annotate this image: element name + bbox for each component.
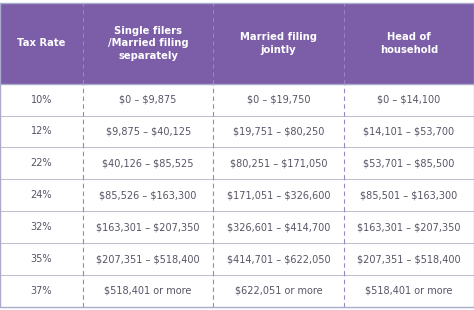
Bar bbox=[344, 116, 474, 148]
Bar bbox=[83, 84, 213, 116]
Bar bbox=[0, 275, 83, 307]
Bar bbox=[0, 84, 83, 116]
Bar bbox=[213, 243, 344, 275]
Bar bbox=[0, 211, 83, 243]
Text: \$518,401 or more: \$518,401 or more bbox=[104, 286, 192, 296]
Bar bbox=[83, 179, 213, 211]
Text: \$85,526 – \$163,300: \$85,526 – \$163,300 bbox=[100, 190, 197, 200]
Text: 22%: 22% bbox=[31, 158, 52, 168]
Bar bbox=[213, 148, 344, 179]
Bar bbox=[213, 3, 344, 84]
Bar bbox=[213, 275, 344, 307]
Text: \$85,501 – \$163,300: \$85,501 – \$163,300 bbox=[360, 190, 457, 200]
Text: \$53,701 – \$85,500: \$53,701 – \$85,500 bbox=[363, 158, 455, 168]
Text: 32%: 32% bbox=[31, 222, 52, 232]
Text: Head of
household: Head of household bbox=[380, 32, 438, 55]
Text: \$80,251 – \$171,050: \$80,251 – \$171,050 bbox=[230, 158, 327, 168]
Text: 10%: 10% bbox=[31, 95, 52, 104]
Text: \$163,301 – \$207,350: \$163,301 – \$207,350 bbox=[357, 222, 461, 232]
Bar bbox=[213, 84, 344, 116]
Text: 35%: 35% bbox=[31, 254, 52, 264]
Bar bbox=[0, 179, 83, 211]
Bar bbox=[344, 211, 474, 243]
Bar bbox=[83, 211, 213, 243]
Bar bbox=[83, 275, 213, 307]
Bar bbox=[0, 243, 83, 275]
Text: \$14,101 – \$53,700: \$14,101 – \$53,700 bbox=[363, 126, 455, 136]
Bar bbox=[83, 116, 213, 148]
Bar bbox=[83, 243, 213, 275]
Bar bbox=[83, 3, 213, 84]
Text: \$0 – \$14,100: \$0 – \$14,100 bbox=[377, 95, 440, 104]
Text: \$414,701 – \$622,050: \$414,701 – \$622,050 bbox=[227, 254, 330, 264]
Bar bbox=[213, 211, 344, 243]
Text: \$326,601 – \$414,700: \$326,601 – \$414,700 bbox=[227, 222, 330, 232]
Text: Single filers
/Married filing
separately: Single filers /Married filing separately bbox=[108, 26, 189, 61]
Text: \$0 – \$9,875: \$0 – \$9,875 bbox=[119, 95, 177, 104]
Text: 24%: 24% bbox=[31, 190, 52, 200]
Bar bbox=[213, 179, 344, 211]
Text: \$9,875 – \$40,125: \$9,875 – \$40,125 bbox=[106, 126, 191, 136]
Text: 37%: 37% bbox=[31, 286, 52, 296]
Bar bbox=[344, 243, 474, 275]
Text: \$19,751 – \$80,250: \$19,751 – \$80,250 bbox=[233, 126, 324, 136]
Bar bbox=[344, 275, 474, 307]
Text: \$518,401 or more: \$518,401 or more bbox=[365, 286, 453, 296]
Text: \$171,051 – \$326,600: \$171,051 – \$326,600 bbox=[227, 190, 330, 200]
Bar bbox=[83, 148, 213, 179]
Bar bbox=[213, 116, 344, 148]
Bar bbox=[344, 179, 474, 211]
Bar bbox=[344, 148, 474, 179]
Text: \$622,051 or more: \$622,051 or more bbox=[235, 286, 322, 296]
Text: Married filing
jointly: Married filing jointly bbox=[240, 32, 317, 55]
Text: \$207,351 – \$518,400: \$207,351 – \$518,400 bbox=[96, 254, 200, 264]
Text: \$40,126 – \$85,525: \$40,126 – \$85,525 bbox=[102, 158, 194, 168]
Text: \$163,301 – \$207,350: \$163,301 – \$207,350 bbox=[96, 222, 200, 232]
Text: 12%: 12% bbox=[31, 126, 52, 136]
Bar bbox=[0, 148, 83, 179]
Bar bbox=[0, 116, 83, 148]
Text: Tax Rate: Tax Rate bbox=[17, 38, 66, 48]
Bar bbox=[0, 3, 83, 84]
Text: \$207,351 – \$518,400: \$207,351 – \$518,400 bbox=[357, 254, 461, 264]
Text: \$0 – \$19,750: \$0 – \$19,750 bbox=[247, 95, 310, 104]
Bar bbox=[344, 84, 474, 116]
Bar bbox=[344, 3, 474, 84]
